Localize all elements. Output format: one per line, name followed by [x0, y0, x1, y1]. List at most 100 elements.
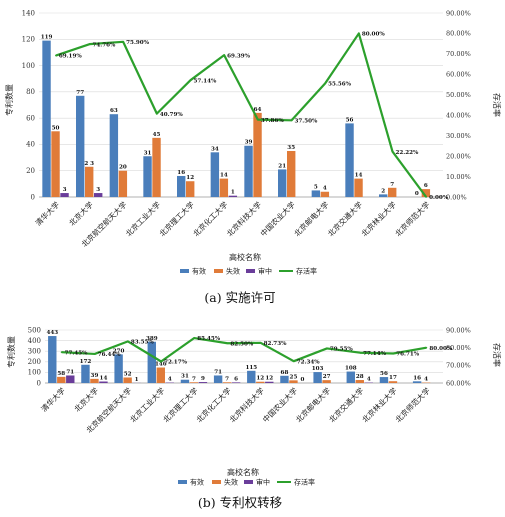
legend-label-valid: 有效 — [192, 267, 206, 276]
bar-valid — [346, 371, 355, 383]
y-tick-label: 140 — [22, 9, 35, 17]
bar-value-label: 39 — [245, 140, 253, 146]
survival-rate-label: 69.39% — [227, 53, 251, 59]
bar-value-label: 16 — [177, 170, 185, 176]
survival-rate-point — [358, 32, 360, 35]
bar-valid — [412, 381, 422, 383]
survival-rate-label: 77.45% — [65, 350, 89, 356]
bar-value-label: 7 — [225, 376, 229, 382]
y2-tick-label: 60.00% — [446, 379, 471, 387]
x-category-label: 北京大学 — [72, 385, 101, 414]
bar-value-label: 0 — [300, 377, 304, 383]
bar-invalid — [355, 380, 364, 383]
chart-a-ylabel: 专利数量 — [4, 84, 14, 116]
bar-value-label: 12 — [256, 376, 264, 382]
legend-swatch-review — [244, 480, 253, 484]
bar-value-label: 56 — [380, 371, 388, 377]
survival-rate-label: 74.76% — [93, 42, 117, 48]
bar-value-label: 34 — [211, 146, 219, 152]
bar-invalid — [388, 381, 398, 383]
bar-value-label: 77 — [76, 90, 84, 96]
bar-value-label: 45 — [153, 132, 161, 138]
x-category-label: 北京科技大学 — [224, 199, 263, 238]
y2-tick-label: 70.00% — [446, 362, 471, 370]
survival-rate-label: 82.73% — [264, 341, 288, 347]
survival-rate-point — [55, 54, 57, 57]
bar-value-label: 270 — [113, 348, 125, 354]
y2-tick-label: 60.00% — [446, 71, 471, 79]
survival-rate-point — [324, 82, 326, 85]
bar-valid — [177, 175, 186, 197]
bar-invalid — [322, 380, 331, 383]
y-tick-label: 40 — [26, 141, 35, 149]
survival-rate-point — [290, 119, 293, 122]
bar-invalid — [256, 381, 265, 383]
chart-b-legend: 有效 失效 审中 存活率 — [178, 478, 315, 487]
survival-rate-label: 72.34% — [297, 359, 321, 365]
bar-valid — [278, 169, 287, 197]
bar-invalid — [51, 131, 60, 197]
chart-b-ylabel: 专利数量 — [6, 336, 16, 368]
y-tick-label: 500 — [28, 326, 41, 334]
bar-invalid — [320, 191, 330, 197]
bar-invalid — [287, 151, 296, 197]
survival-rate-point — [93, 353, 96, 355]
bar-invalid — [118, 170, 128, 197]
bar-valid — [280, 375, 289, 383]
bar-value-label: 31 — [181, 374, 189, 380]
chart-a-plot: 0204060801001201400.00%10.00%20.00%30.00… — [22, 9, 471, 249]
bar-value-label: 0 — [415, 191, 419, 197]
legend-swatch-invalid — [212, 480, 221, 484]
survival-rate-label: 37.86% — [261, 118, 285, 124]
bar-invalid — [156, 367, 165, 383]
legend-label-valid: 有效 — [190, 478, 204, 487]
bar-value-label: 6 — [234, 376, 238, 382]
bar-invalid — [289, 380, 298, 383]
y-tick-label: 300 — [28, 348, 41, 356]
bar-value-label: 31 — [144, 150, 152, 156]
chart-a-xlabel: 高校名称 — [229, 252, 261, 262]
legend-swatch-valid — [180, 269, 189, 273]
bar-value-label: 3 — [63, 187, 67, 193]
bar-value-label: 16 — [413, 375, 421, 381]
y2-tick-label: 90.00% — [446, 326, 471, 334]
y-tick-label: 400 — [28, 337, 41, 345]
x-category-label: 清华大学 — [39, 385, 68, 414]
bar-invalid — [85, 166, 94, 197]
bar-value-label: 9 — [201, 376, 205, 382]
bar-review — [231, 382, 241, 383]
bar-value-label: 27 — [323, 374, 331, 380]
bar-invalid — [57, 376, 66, 383]
survival-rate-label: 85.45% — [197, 336, 221, 342]
survival-rate-point — [122, 41, 124, 43]
bar-value-label: 68 — [281, 370, 289, 376]
chart-b-caption: (b) 专利权转移 — [198, 495, 282, 510]
bar-value-label: 6 — [424, 183, 428, 189]
x-category-label: 北京师范大学 — [393, 199, 432, 238]
bar-invalid — [354, 178, 363, 197]
chart-b-y2label: 存活率 — [492, 343, 502, 367]
survival-rate-line — [61, 336, 427, 363]
bar-valid — [81, 364, 90, 383]
y2-tick-label: 50.00% — [446, 91, 471, 99]
survival-rate-point — [292, 360, 295, 362]
x-category-label: 北京化工大学 — [191, 199, 230, 238]
bar-valid — [143, 156, 152, 197]
legend-label-review: 审中 — [258, 267, 272, 276]
y-tick-label: 0 — [31, 193, 35, 201]
x-category-label: 北京林业大学 — [359, 199, 398, 238]
bar-invalid — [421, 189, 431, 197]
bar-valid — [244, 145, 253, 197]
survival-rate-point — [156, 112, 158, 115]
bar-review — [94, 193, 103, 197]
survival-rate-label: 75.90% — [126, 40, 150, 46]
bar-review — [228, 195, 238, 197]
survival-rate-label: 55.56% — [328, 82, 352, 88]
chart-a-caption: (a) 实施许可 — [204, 290, 275, 305]
bar-valid — [379, 194, 388, 197]
bar-valid — [213, 375, 223, 383]
bar-valid — [109, 114, 119, 197]
bar-invalid — [253, 112, 262, 197]
x-category-label: 北京工业大学 — [123, 199, 162, 238]
